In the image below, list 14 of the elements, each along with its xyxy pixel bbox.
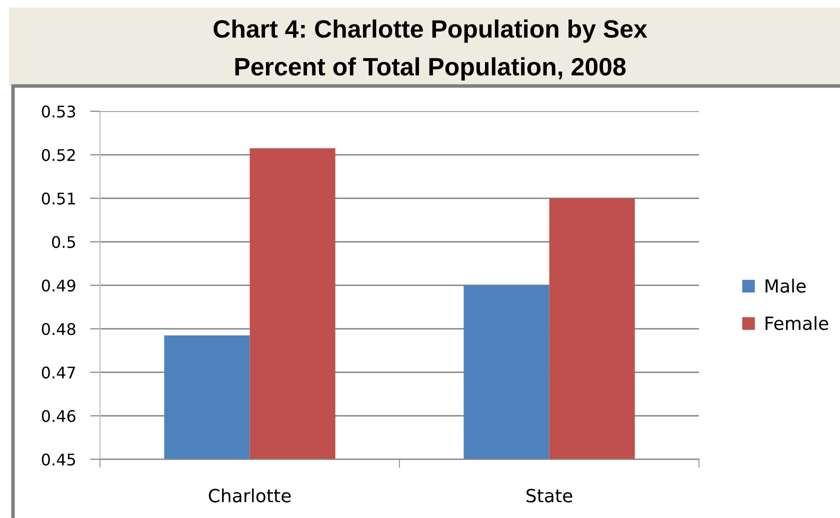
y-tick-label: 0.47 xyxy=(42,366,76,379)
y-tick-label: 0.51 xyxy=(42,192,75,205)
legend-label: Male xyxy=(766,278,806,293)
y-tick-label: 0.53 xyxy=(42,106,76,118)
legend-label: Female xyxy=(766,316,828,330)
y-tick-label: 0.46 xyxy=(42,410,76,422)
y-tick-label: 0.5 xyxy=(52,236,75,248)
chart-title: Chart 4: Charlotte Population by Sex Percent of Total Population, 2008 xyxy=(214,19,648,81)
y-tick-label: 0.48 xyxy=(42,323,76,336)
y-tick-label: 0.52 xyxy=(42,149,75,162)
y-tick-label: 0.49 xyxy=(42,280,76,292)
x-tick-label: Charlotte xyxy=(208,488,291,502)
y-tick-label: 0.45 xyxy=(42,454,75,466)
x-tick-label: State xyxy=(526,488,572,502)
